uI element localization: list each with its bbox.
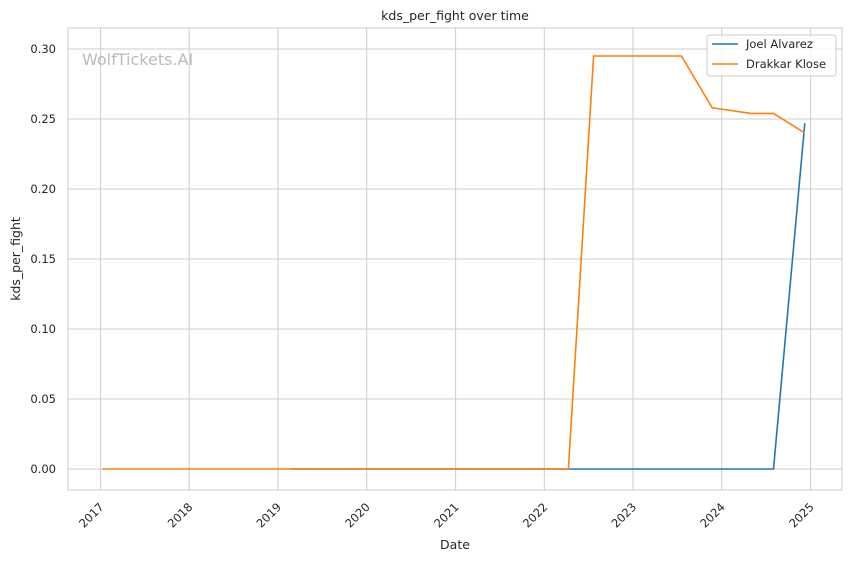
y-tick-label: 0.15 [30,252,56,266]
series-lines [102,55,806,470]
y-tick-label: 0.05 [30,392,56,406]
y-tick-label: 0.20 [30,182,56,196]
watermark: WolfTickets.AI [82,50,193,69]
y-tick-label: 0.25 [30,112,56,126]
legend-entry: Joel Alvarez [745,37,813,51]
x-tick-label: 2017 [76,500,107,531]
legend-entry: Drakkar Klose [746,57,826,71]
series-line-drakkar-klose [102,55,806,470]
x-tick-label: 2021 [431,500,462,531]
x-tick-label: 2023 [609,500,640,531]
grid [68,28,842,490]
tick-labels: 2017 2018 2019 2020 2021 2022 2023 2024 2025 0.00… [30,42,816,530]
x-tick-label: 2024 [697,500,728,531]
y-tick-label: 0.10 [30,322,56,336]
y-axis-label: kds_per_fight [8,217,23,301]
legend: Joel Alvarez Drakkar Klose [706,34,837,77]
chart-title: kds_per_fight over time [381,8,529,23]
x-axis-label: Date [440,537,470,552]
x-tick-label: 2018 [165,500,196,531]
x-tick-label: 2019 [253,500,284,531]
y-tick-label: 0.00 [30,462,56,476]
plot-frame [67,27,843,491]
x-tick-label: 2022 [520,500,551,531]
y-tick-label: 0.30 [30,42,56,56]
x-tick-label: 2020 [342,500,373,531]
x-tick-label: 2025 [786,500,817,531]
legend-box [706,34,837,77]
